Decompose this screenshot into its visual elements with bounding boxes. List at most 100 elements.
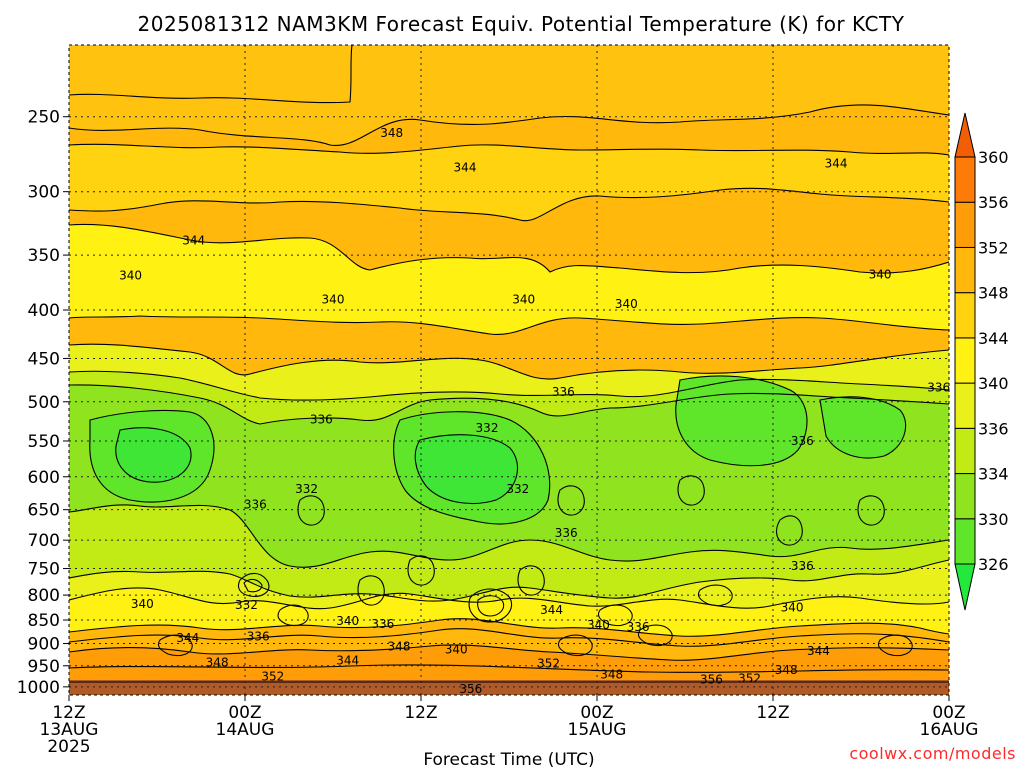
contour-label: 332: [235, 598, 258, 612]
colorbar-segment: [954, 201, 976, 248]
colorbar-level-label: 334: [978, 465, 1009, 484]
ground-band: [69, 680, 949, 695]
colorbar-segment: [954, 427, 976, 475]
x-axis-label: Forecast Time (UTC): [423, 750, 594, 768]
x-tick-label: 14AUG: [216, 720, 275, 740]
colorbar-segment: [954, 473, 976, 520]
contour-label: 348: [388, 639, 411, 653]
contour-label: 348: [206, 655, 229, 669]
contour-label: 340: [512, 293, 535, 307]
contour-label: 340: [119, 269, 142, 283]
contour-label: 352: [261, 669, 284, 683]
contour-label: 336: [552, 385, 575, 399]
colorbar: 326 330 334 336 340 344 348 352 356 360: [954, 112, 1009, 611]
colorbar-level-label: 330: [978, 510, 1009, 529]
contour-label: 340: [445, 642, 468, 656]
contour-label: 336: [555, 526, 578, 540]
colorbar-segment: [954, 156, 976, 203]
contour-label: 340: [336, 614, 359, 628]
colorbar-top-arrow: [954, 112, 976, 158]
colorbar-level-label: 344: [978, 329, 1009, 348]
contour-label: 356: [700, 672, 723, 686]
contour-label: 336: [927, 381, 950, 395]
contour-label: 332: [506, 482, 529, 496]
contour-label: 344: [807, 644, 830, 658]
x-tick-label: 00Z: [932, 703, 965, 723]
y-tick-label: 950: [28, 657, 60, 677]
contour-label: 336: [791, 559, 814, 573]
y-tick-label: 350: [28, 246, 60, 266]
contour-label: 340: [869, 268, 892, 282]
contour-label: 340: [131, 597, 154, 611]
contour-label: 336: [627, 620, 650, 634]
contour-label: 344: [336, 654, 359, 668]
y-tick-label: 800: [28, 586, 60, 606]
contour-label: 344: [454, 161, 477, 175]
colorbar-bottom-arrow: [954, 563, 976, 611]
contour-label: 356: [459, 682, 482, 696]
y-tick-label: 750: [28, 560, 60, 580]
contour-label: 352: [738, 672, 761, 686]
x-tick-label: 12Z: [404, 703, 437, 723]
x-tick-label: 12Z: [756, 703, 789, 723]
x-tick-label: 00Z: [228, 703, 261, 723]
contour-label: 352: [537, 657, 560, 671]
x-tick-label: 00Z: [580, 703, 613, 723]
x-tick-label: 16AUG: [920, 720, 979, 740]
band-low-352: [69, 618, 949, 658]
y-tick-label: 300: [28, 183, 60, 203]
x-tick-label: 2025: [47, 737, 90, 757]
contour-label: 344: [825, 156, 848, 170]
colorbar-level-label: 360: [978, 148, 1009, 167]
y-tick-label: 850: [28, 611, 60, 631]
contour-label: 332: [476, 421, 499, 435]
contour-label: 348: [600, 667, 623, 681]
contour-label: 336: [371, 617, 394, 631]
contour-labels: 348 344 344 344 340 340 340 340 340 336 336 336 336 3…: [119, 126, 950, 696]
plot-frame: [68, 44, 950, 696]
y-tick-label: 900: [28, 635, 60, 655]
y-tick-label: 500: [28, 393, 60, 413]
contour-label: 336: [791, 434, 814, 448]
contour-label: 348: [380, 126, 403, 140]
y-tick-label: 1000: [17, 678, 60, 698]
contour-label: 344: [176, 631, 199, 645]
y-tick-label: 400: [28, 301, 60, 321]
y-tick-label: 450: [28, 349, 60, 369]
x-tick-label: 12Z: [52, 703, 85, 723]
y-tick-label: 700: [28, 531, 60, 551]
contour-label: 336: [247, 630, 270, 644]
contour-label: 344: [182, 234, 205, 248]
contour-label: 336: [244, 498, 267, 512]
y-tick-label: 650: [28, 501, 60, 521]
contour-label: 336: [310, 412, 333, 426]
colorbar-segment: [954, 292, 976, 339]
colorbar-segment: [954, 337, 976, 384]
x-tick-label: 13AUG: [40, 720, 99, 740]
gridlines: [69, 45, 949, 695]
y-axis: 250 300 350 400 450 500 550 600 650 700 750 800 850 9…: [17, 108, 69, 698]
colorbar-level-label: 348: [978, 284, 1009, 303]
band-344: [69, 224, 949, 335]
x-tick-label: 15AUG: [568, 720, 627, 740]
colorbar-level-label: 356: [978, 193, 1009, 212]
credit-text[interactable]: coolwx.com/models: [849, 744, 1016, 763]
band-low-356: [69, 644, 949, 682]
chart-title: 2025081312 NAM3KM Forecast Equiv. Potent…: [138, 12, 905, 36]
colorbar-level-label: 336: [978, 419, 1009, 438]
band-352: [69, 45, 949, 146]
contour-label: 340: [587, 618, 610, 632]
contour-lines: [69, 45, 949, 683]
colorbar-segment: [954, 518, 976, 565]
y-tick-label: 550: [28, 432, 60, 452]
contour-label: 332: [295, 482, 318, 496]
contour-label: 340: [781, 601, 804, 615]
contour-label: 348: [775, 663, 798, 677]
plot-area: [69, 45, 949, 695]
y-tick-label: 600: [28, 468, 60, 488]
colorbar-level-label: 326: [978, 555, 1009, 574]
colorbar-level-label: 352: [978, 238, 1009, 257]
contour-label: 340: [322, 293, 345, 307]
